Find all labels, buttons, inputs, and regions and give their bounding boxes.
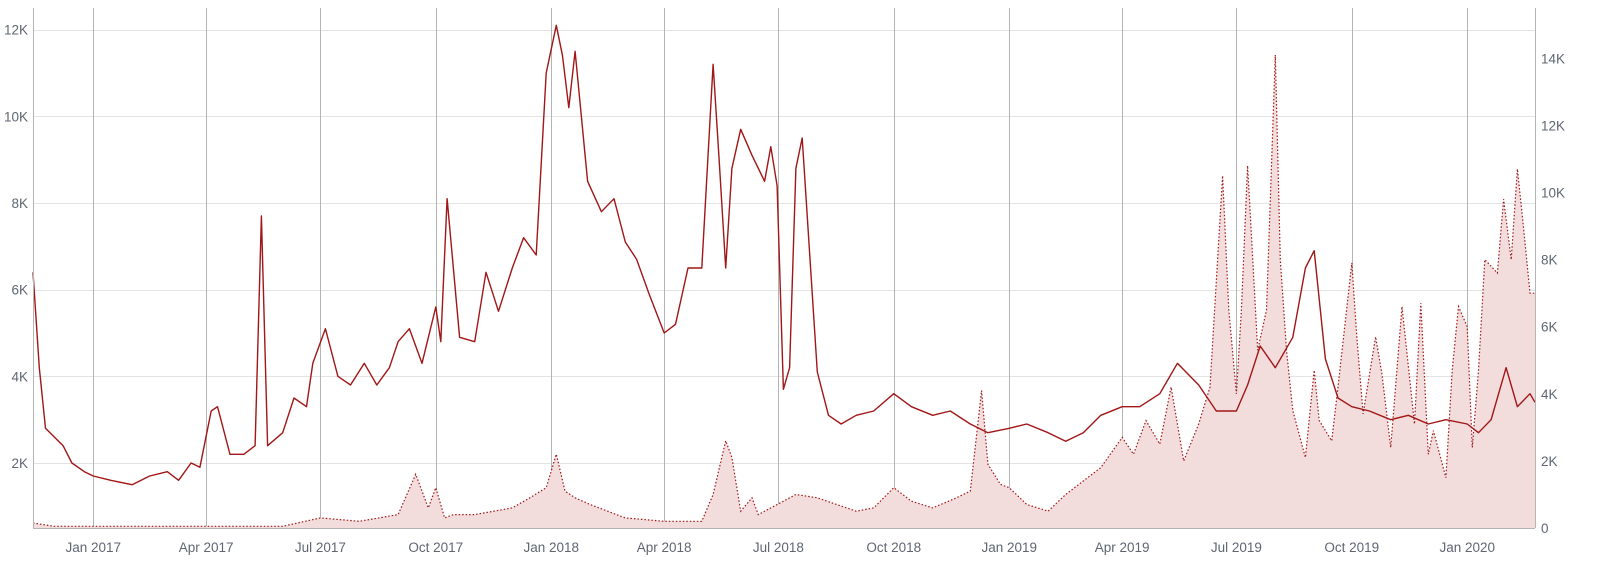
- right-axis-tick-label: 6K: [1541, 320, 1558, 335]
- left-axis-tick-label: 2K: [11, 456, 28, 471]
- x-axis-tick-label: Jul 2018: [753, 540, 804, 555]
- tick-labels: 2K 4K 6K 8K 10K 12K 0 2K 4K 6K 8K 10K 12K 14K Jan 2017…: [4, 23, 1565, 555]
- axes: [33, 8, 1536, 529]
- left-axis-tick-label: 12K: [4, 23, 28, 38]
- area-series-dotted-line: [32, 54, 1535, 527]
- right-axis-tick-label: 14K: [1541, 51, 1565, 66]
- left-axis-tick-label: 6K: [11, 283, 28, 298]
- right-axis-area-series: [32, 54, 1535, 528]
- x-axis-tick-label: Jan 2019: [981, 540, 1037, 555]
- x-axis-tick-label: Jan 2017: [65, 540, 121, 555]
- area-series-fill: [33, 55, 1535, 528]
- right-axis-tick-label: 12K: [1541, 118, 1565, 133]
- gridlines: [33, 8, 1535, 528]
- x-axis-tick-label: Oct 2017: [408, 540, 463, 555]
- x-axis-tick-label: Jul 2017: [295, 540, 346, 555]
- left-axis-tick-label: 4K: [11, 369, 28, 384]
- x-axis-tick-label: Jan 2020: [1439, 540, 1495, 555]
- x-axis-tick-label: Apr 2017: [179, 540, 234, 555]
- right-axis-tick-label: 10K: [1541, 186, 1565, 201]
- right-axis-tick-label: 0: [1541, 521, 1549, 536]
- right-axis-tick-label: 2K: [1541, 454, 1558, 469]
- right-axis-tick-label: 8K: [1541, 253, 1558, 268]
- x-axis-tick-label: Apr 2018: [637, 540, 692, 555]
- left-axis-tick-label: 8K: [11, 196, 28, 211]
- x-axis-tick-label: Oct 2018: [866, 540, 921, 555]
- x-axis-tick-label: Oct 2019: [1324, 540, 1379, 555]
- left-axis-tick-label: 10K: [4, 109, 28, 124]
- x-axis-tick-label: Apr 2019: [1095, 540, 1150, 555]
- x-axis-tick-label: Jul 2019: [1211, 540, 1262, 555]
- x-axis-tick-label: Jan 2018: [523, 540, 579, 555]
- line-series-path: [32, 24, 1536, 486]
- left-axis-line-series: [32, 24, 1536, 486]
- right-axis-tick-label: 4K: [1541, 387, 1558, 402]
